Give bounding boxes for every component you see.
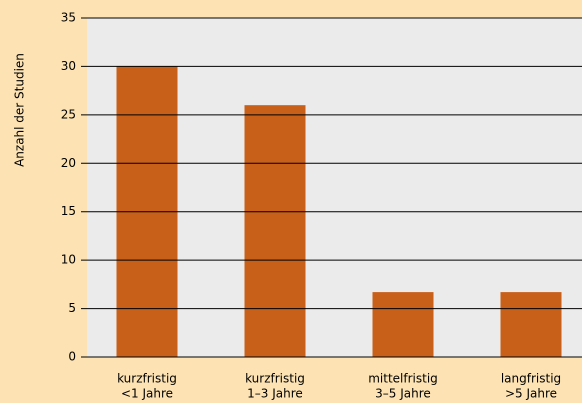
y-axis-label: Anzahl der Studien xyxy=(13,53,27,167)
bar xyxy=(372,292,434,357)
x-tick-label: kurzfristig xyxy=(245,372,305,386)
bar xyxy=(244,105,306,358)
y-tick-label: 30 xyxy=(61,59,76,73)
x-tick-label: 3–5 Jahre xyxy=(375,387,431,401)
y-tick-label: 5 xyxy=(68,301,76,315)
bar xyxy=(500,292,562,357)
y-tick-label: 25 xyxy=(61,107,76,121)
y-tick-label: 35 xyxy=(61,11,76,25)
y-tick-label: 20 xyxy=(61,156,76,170)
x-tick-label: 1–3 Jahre xyxy=(247,387,303,401)
x-tick-label: langfristig xyxy=(501,372,561,386)
y-tick-label: 15 xyxy=(61,204,76,218)
x-tick-label: kurzfristig xyxy=(117,372,177,386)
x-tick-label: mittelfristig xyxy=(368,372,438,386)
x-tick-label: <1 Jahre xyxy=(121,387,173,401)
y-tick-label: 10 xyxy=(61,253,76,267)
y-tick-label: 0 xyxy=(68,350,76,364)
x-tick-label: >5 Jahre xyxy=(505,387,557,401)
